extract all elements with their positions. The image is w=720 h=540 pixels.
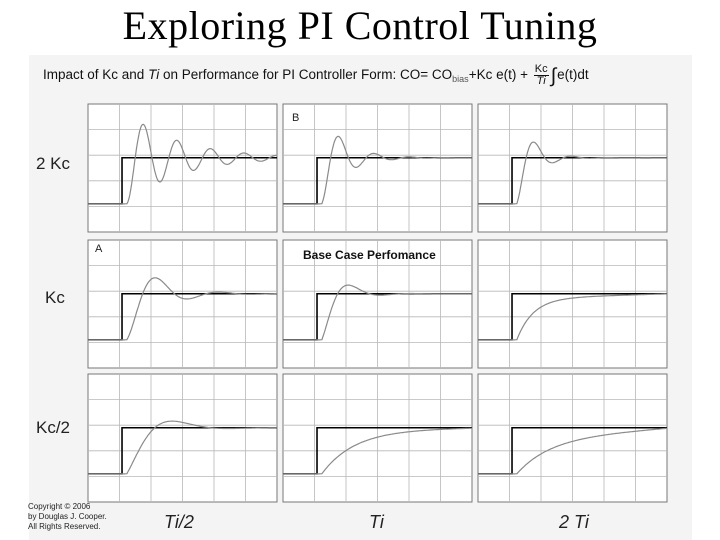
header-tail: e(t)dt	[557, 67, 589, 83]
response-curve	[478, 427, 668, 475]
col-label-ti: Ti	[369, 512, 384, 532]
base-case-label: Base Case Perfomance	[303, 248, 436, 262]
panel-tag-a: A	[95, 243, 103, 255]
figure-header: Impact of Kc and Ti on Performance for P…	[43, 64, 589, 87]
panel-tag-b: B	[292, 112, 299, 124]
header-terms: +Kc e(t) +	[468, 67, 528, 83]
response-curve	[88, 277, 277, 341]
response-curve	[88, 123, 277, 205]
header-prefix: Impact of Kc and	[43, 67, 149, 83]
col-label-2ti: 2 Ti	[559, 512, 589, 532]
response-curve	[283, 427, 473, 475]
copyright-line: Copyright © 2006	[28, 502, 91, 511]
row-label-kc: Kc	[45, 288, 65, 307]
copyright-line: All Rights Reserved.	[28, 522, 101, 531]
fraction-denominator: Ti	[536, 75, 546, 87]
row-label-2kc: 2 Kc	[36, 154, 71, 173]
header-fraction: Kc Ti	[533, 63, 549, 87]
slide-title: Exploring PI Control Tuning	[122, 3, 598, 48]
integral-sign: ∫	[550, 64, 557, 87]
response-curve	[283, 135, 472, 205]
response-curve	[283, 284, 472, 341]
response-curve	[478, 293, 668, 341]
response-curve	[478, 141, 667, 205]
row-label-kc-half: Kc/2	[36, 418, 71, 437]
copyright-line: by Douglas J. Cooper.	[28, 512, 107, 521]
copyright-note: Copyright © 2006 by Douglas J. Cooper. A…	[28, 502, 138, 532]
header-ti: Ti	[148, 67, 160, 83]
col-label-ti-half: Ti/2	[164, 512, 194, 532]
header-mid: on Performance for PI Controller Form: C…	[159, 67, 453, 83]
header-sub: bias	[452, 74, 469, 85]
response-curve	[88, 420, 277, 475]
fraction-numerator: Kc	[533, 63, 549, 76]
